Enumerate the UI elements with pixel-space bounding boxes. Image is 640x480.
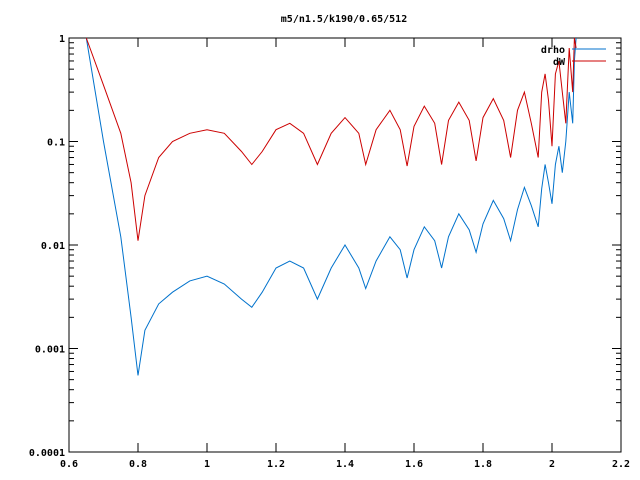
x-tick-label: 1.6: [405, 459, 423, 470]
series-line-dW: [85, 37, 577, 241]
series-lines: [85, 37, 577, 376]
x-axis: 0.6 0.8 1 1.2 1.4 1.6 1.8 2 2.2: [60, 38, 630, 470]
x-tick-label: 1.4: [336, 459, 354, 470]
x-tick-label: 2.2: [612, 459, 630, 470]
legend-label-dW: dW: [553, 57, 566, 68]
x-tick-label: 0.6: [60, 459, 78, 470]
y-tick-label: 1: [59, 34, 65, 45]
x-tick-label: 1.8: [474, 459, 492, 470]
y-axis: 0.0001 0.001 0.01 0.1 1: [29, 34, 621, 459]
legend-label-drho: drho: [541, 45, 565, 56]
x-tick-label: 2: [549, 459, 555, 470]
y-tick-label: 0.001: [35, 345, 65, 356]
y-tick-label: 0.01: [41, 241, 65, 252]
x-tick-label: 0.8: [129, 459, 147, 470]
x-tick-label: 1: [204, 459, 210, 470]
y-tick-label: 0.0001: [29, 448, 65, 459]
chart-title: m5/n1.5/k190/0.65/512: [281, 14, 407, 25]
series-line-drho: [85, 37, 577, 376]
y-tick-label: 0.1: [47, 138, 65, 149]
x-tick-label: 1.2: [267, 459, 285, 470]
